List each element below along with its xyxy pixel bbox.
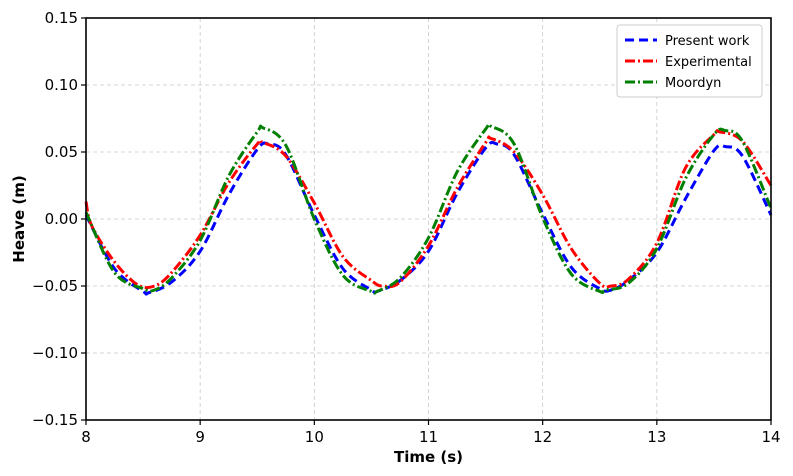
x-tick-label: 13 xyxy=(647,428,666,446)
x-tick-label: 10 xyxy=(305,428,324,446)
y-tick-label: −0.05 xyxy=(32,277,78,295)
series-line-moordyn xyxy=(84,122,773,295)
y-tick-label: 0.05 xyxy=(45,143,78,161)
series-line-present-work xyxy=(84,140,773,296)
series-lines xyxy=(84,122,773,296)
y-tick-label: 0.10 xyxy=(45,76,78,94)
legend: Present work Experimental Moordyn xyxy=(616,24,763,98)
axis-ticks: 8 9 10 11 12 13 14 −0.15 −0.10 −0.05 0.00 0.05 0.10 0… xyxy=(32,9,781,446)
legend-label-moordyn: Moordyn xyxy=(665,76,721,91)
x-tick-label: 11 xyxy=(419,428,438,446)
legend-box xyxy=(616,24,763,98)
series-line-experimental xyxy=(84,129,773,290)
x-axis-label: Time (s) xyxy=(394,448,463,466)
y-tick-label: 0.15 xyxy=(45,9,78,27)
x-tick-label: 14 xyxy=(761,428,780,446)
y-tick-label: −0.10 xyxy=(32,344,78,362)
x-tick-label: 8 xyxy=(81,428,91,446)
x-tick-label: 9 xyxy=(195,428,205,446)
legend-label-present-work: Present work xyxy=(665,34,750,49)
y-tick-label: 0.00 xyxy=(45,210,78,228)
legend-label-experimental: Experimental xyxy=(665,55,752,70)
x-tick-label: 12 xyxy=(533,428,552,446)
y-tick-label: −0.15 xyxy=(32,411,78,429)
y-axis-label: Heave (m) xyxy=(10,175,28,262)
